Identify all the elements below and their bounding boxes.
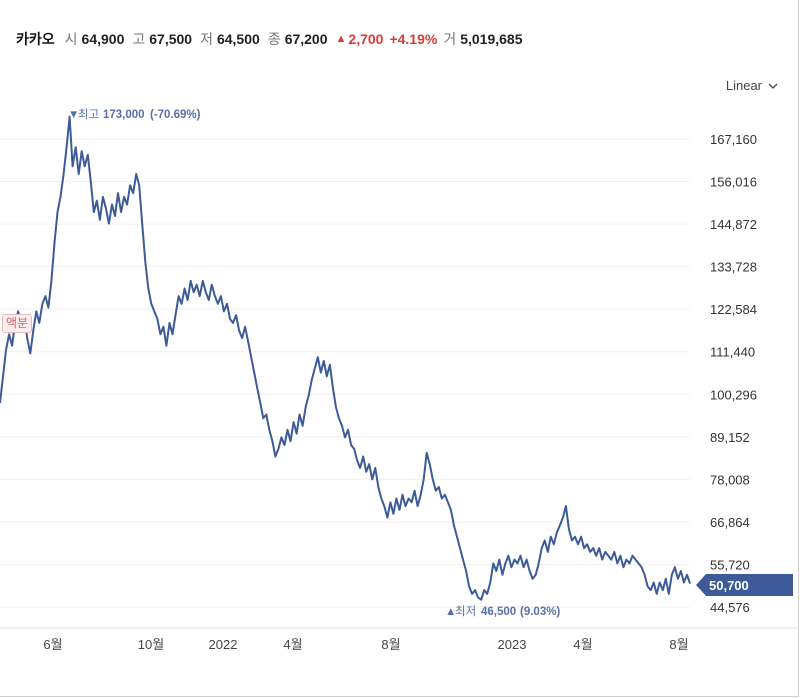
change-percent: +4.19%	[389, 31, 438, 47]
high-annotation-pct: (-70.69%)	[150, 109, 201, 121]
open-label: 시	[64, 31, 78, 47]
y-tick-label: 55,720	[710, 557, 750, 572]
volume-label: 거	[443, 31, 457, 47]
low-annotation-value: 46,500	[481, 606, 516, 618]
y-axis: 167,160 156,016 144,872 133,728 122,584 111,4…	[710, 132, 757, 615]
triangle-up-icon: ▲	[445, 606, 456, 618]
grid-lines	[0, 138, 690, 608]
high-value: 67,500	[149, 31, 193, 47]
current-price-label: 50,700	[709, 578, 749, 593]
y-tick-label: 122,584	[710, 302, 757, 317]
chevron-down-icon	[768, 83, 778, 89]
x-tick-label: 2022	[209, 637, 238, 652]
price-line	[0, 115, 691, 601]
x-tick-label: 2023	[498, 637, 527, 652]
y-tick-label: 66,864	[710, 515, 750, 530]
x-axis: 6월 10월 2022 4월 8월 2023 4월 8월	[43, 637, 688, 652]
triangle-down-icon: ▼	[68, 109, 79, 121]
y-tick-label: 133,728	[710, 260, 757, 275]
x-tick-label: 8월	[669, 637, 688, 652]
split-badge: 액분	[2, 314, 33, 333]
x-tick-label: 6월	[43, 637, 62, 652]
y-tick-label: 89,152	[710, 430, 750, 445]
triangle-up-icon: ▲	[335, 33, 347, 45]
stock-summary-header: 카카오 시 64,900 고 67,500 저 64,500 종 67,200 …	[16, 29, 531, 49]
stock-name: 카카오	[16, 31, 55, 47]
y-tick-label: 156,016	[710, 175, 757, 190]
x-tick-label: 10월	[138, 637, 164, 652]
current-price-tag: 50,700	[696, 574, 793, 596]
x-tick-label: 4월	[283, 637, 302, 652]
change-value: 2,700	[348, 31, 384, 47]
y-tick-label: 100,296	[710, 387, 757, 402]
low-value: 64,500	[216, 31, 260, 47]
low-annotation-label: 최저	[455, 605, 476, 618]
current-price-marker	[696, 574, 793, 596]
open-value: 64,900	[81, 31, 125, 47]
y-tick-label: 144,872	[710, 217, 757, 232]
x-tick-label: 8월	[381, 637, 400, 652]
scale-selector[interactable]: Linear	[726, 78, 778, 93]
low-annotation: ▲ 최저 46,500 (9.03%)	[445, 605, 560, 618]
x-tick-label: 4월	[573, 637, 592, 652]
y-tick-label: 111,440	[710, 345, 755, 360]
close-value: 67,200	[284, 31, 328, 47]
y-tick-label: 78,008	[710, 472, 750, 487]
close-label: 종	[267, 31, 281, 47]
low-label: 저	[200, 31, 213, 47]
y-tick-label: 167,160	[710, 132, 757, 147]
high-annotation: ▼ 최고 173,000 (-70.69%)	[68, 108, 201, 121]
low-annotation-pct: (9.03%)	[520, 606, 560, 618]
high-annotation-value: 173,000	[103, 109, 145, 121]
scale-label: Linear	[725, 78, 762, 93]
high-label: 고	[132, 31, 146, 47]
y-tick-label: 44,576	[710, 600, 750, 615]
high-annotation-label: 최고	[78, 108, 99, 121]
volume-value: 5,019,685	[460, 31, 523, 47]
